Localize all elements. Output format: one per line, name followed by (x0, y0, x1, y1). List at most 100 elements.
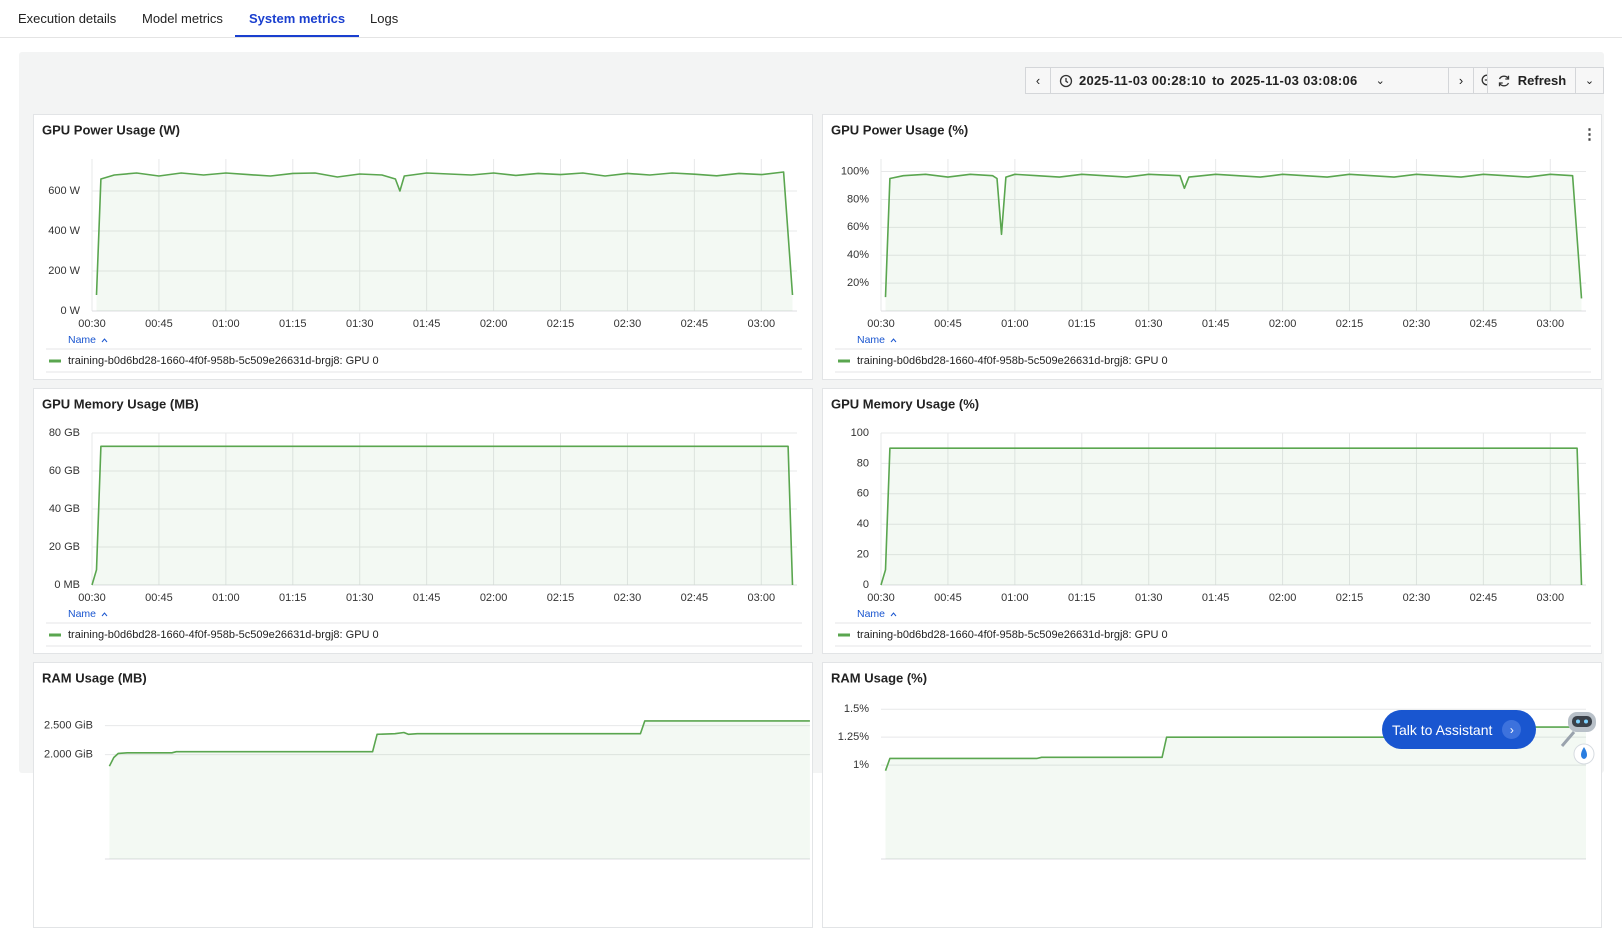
y-tick-label: 2.000 GiB (44, 748, 93, 760)
line (91, 445, 794, 586)
x-tick-label: 02:30 (614, 318, 642, 330)
x-tick-label: 02:45 (681, 318, 709, 330)
panel-menu-button[interactable]: ⋮ (1582, 126, 1597, 143)
x-tick-label: 00:30 (867, 592, 895, 604)
sort-icon (101, 612, 108, 617)
y-tick-label: 1.5% (844, 703, 869, 715)
y-tick-label: 20% (847, 277, 869, 289)
range-end: 2025-11-03 03:08:06 (1230, 73, 1358, 88)
x-tick-label: 00:30 (78, 318, 106, 330)
legend-title: Name (68, 334, 96, 346)
assistant-label: Talk to Assistant (1392, 721, 1493, 738)
x-tick-label: 01:15 (279, 592, 307, 604)
x-tick-label: 02:45 (1470, 592, 1498, 604)
x-tick-label: 01:15 (1068, 592, 1096, 604)
chart-title: GPU Memory Usage (MB) (42, 396, 199, 411)
x-tick-label: 00:45 (934, 318, 962, 330)
chart: GPU Power Usage (%) 20% 40% 60% 80% 100% 00:30… (831, 122, 1591, 373)
assistant-button[interactable]: Talk to Assistant › (1382, 710, 1536, 749)
chart: GPU Memory Usage (%) 0 20 40 60 80 100 00:30 00:… (831, 396, 1591, 647)
legend-label: training-b0d6bd28-1660-4f0f-958b-5c509e2… (857, 355, 1168, 367)
area (92, 446, 793, 585)
tab[interactable]: Model metrics (142, 11, 223, 26)
x-tick-label: 01:15 (279, 318, 307, 330)
x-tick-label: 01:00 (1001, 318, 1029, 330)
time-range-picker[interactable]: 2025-11-03 00:28:10 to 2025-11-03 03:08:… (1050, 67, 1449, 94)
sort-icon (101, 338, 108, 343)
x-tick-label: 00:45 (934, 592, 962, 604)
x-tick-label: 00:30 (867, 318, 895, 330)
line (880, 447, 1583, 586)
prev-range-button[interactable]: ‹ (1025, 67, 1051, 94)
line (95, 171, 794, 296)
tab[interactable]: Execution details (18, 11, 117, 26)
y-tick-label: 0 MB (54, 579, 80, 591)
refresh-label: Refresh (1517, 73, 1567, 88)
x-tick-label: 02:45 (681, 592, 709, 604)
refresh-icon (1498, 75, 1509, 86)
assistant-avatar (1560, 712, 1596, 765)
y-tick-label: 400 W (48, 225, 80, 237)
tab-bar: Execution details Model metrics System m… (0, 0, 1622, 38)
y-tick-label: 0 W (60, 305, 80, 317)
legend-title: Name (68, 608, 96, 620)
y-tick-label: 60 (857, 488, 869, 500)
x-tick-label: 02:45 (1470, 318, 1498, 330)
y-tick-label: 80 (857, 457, 869, 469)
y-tick-label: 80 GB (49, 427, 80, 439)
refresh-button[interactable]: Refresh (1487, 67, 1576, 94)
chart-title: GPU Memory Usage (%) (831, 396, 979, 411)
tab[interactable]: System metrics (249, 11, 346, 26)
legend-title: Name (857, 334, 885, 346)
chart-title: RAM Usage (%) (831, 670, 927, 685)
chart-title: GPU Power Usage (W) (42, 122, 180, 137)
x-tick-label: 01:30 (1135, 592, 1163, 604)
legend-label: training-b0d6bd28-1660-4f0f-958b-5c509e2… (857, 629, 1168, 641)
area (96, 172, 793, 311)
chart: RAM Usage (%) 1% 1.25% 1.5% (831, 670, 1586, 860)
line (884, 173, 1583, 299)
x-tick-label: 02:15 (547, 318, 575, 330)
tab[interactable]: Logs (370, 11, 399, 26)
next-range-button[interactable]: › (1448, 67, 1474, 94)
clock-icon (1059, 74, 1073, 87)
y-tick-label: 20 GB (49, 541, 80, 553)
legend-label: training-b0d6bd28-1660-4f0f-958b-5c509e2… (68, 629, 379, 641)
x-tick-label: 00:45 (145, 318, 173, 330)
sort-icon (890, 338, 897, 343)
y-tick-label: 40 (857, 518, 869, 530)
chart-panel: GPU Power Usage (%) 20% 40% 60% 80% 100% 00:30… (822, 114, 1602, 380)
range-separator: to (1212, 73, 1225, 88)
y-tick-label: 40% (847, 249, 869, 261)
arrow-icon: › (1502, 720, 1522, 739)
x-tick-label: 02:00 (480, 592, 508, 604)
y-tick-label: 20 (857, 549, 869, 561)
x-tick-label: 01:00 (212, 592, 240, 604)
x-tick-label: 02:15 (1336, 592, 1364, 604)
x-tick-label: 03:00 (748, 592, 776, 604)
x-tick-label: 00:30 (78, 592, 106, 604)
x-tick-label: 02:00 (1269, 592, 1297, 604)
chart: GPU Memory Usage (MB) 0 MB 20 GB 40 GB 60 GB… (42, 396, 802, 647)
x-tick-label: 02:30 (1403, 592, 1431, 604)
y-tick-label: 1.25% (838, 731, 869, 743)
range-start: 2025-11-03 00:28:10 (1079, 73, 1207, 88)
y-tick-label: 60% (847, 221, 869, 233)
x-tick-label: 01:00 (1001, 592, 1029, 604)
y-tick-label: 0 (863, 579, 869, 591)
chart-panel: GPU Memory Usage (%) 0 20 40 60 80 100 00:30 00:… (822, 388, 1602, 654)
y-tick-label: 80% (847, 193, 869, 205)
area (885, 174, 1582, 311)
x-tick-label: 02:15 (1336, 318, 1364, 330)
chart: RAM Usage (MB) 2.000 GiB 2.500 GiB (42, 670, 810, 860)
x-tick-label: 02:30 (614, 592, 642, 604)
x-tick-label: 02:30 (1403, 318, 1431, 330)
dropdown-icon: ⌄ (1375, 75, 1385, 87)
x-tick-label: 03:00 (1537, 592, 1565, 604)
chart-title: GPU Power Usage (%) (831, 122, 968, 137)
y-tick-label: 600 W (48, 185, 80, 197)
refresh-options-button[interactable]: ⌄ (1575, 67, 1604, 94)
x-tick-label: 02:15 (547, 592, 575, 604)
area (109, 720, 810, 859)
